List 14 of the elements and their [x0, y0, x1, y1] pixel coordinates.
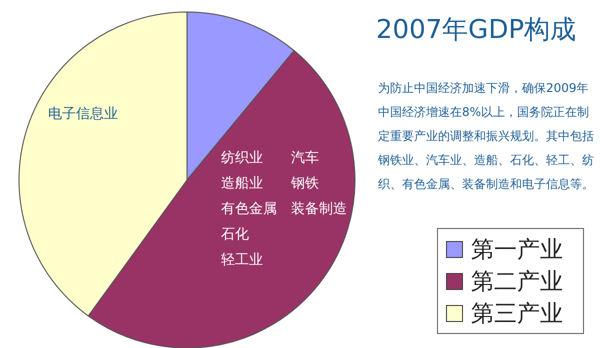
- text: 为防止中国经济加速下滑，确保2009年中国经济增速在8%以上，国务院正在制定重要产业的调整和振兴规划。其中包括钢铁业、汽车业、造船、石化、轻工、纺织、有色金属、装备制造和电子信息等。: [378, 80, 595, 193]
- text: 有色金属: [221, 201, 277, 217]
- text: 电子信息业: [48, 106, 118, 122]
- text: 纺织业: [221, 150, 263, 166]
- text: 汽车: [291, 150, 319, 166]
- text: 石化: [221, 226, 249, 242]
- legend-label: 第三产业: [471, 300, 563, 328]
- chart-title: 2007年GDP构成: [376, 14, 576, 47]
- legend-label: 第二产业: [471, 268, 563, 296]
- text: 轻工业: [221, 252, 263, 268]
- text: 装备制造: [291, 201, 347, 217]
- legend-label: 第一产业: [471, 236, 563, 264]
- text: 造船业: [221, 176, 263, 192]
- text: 钢铁: [290, 176, 319, 192]
